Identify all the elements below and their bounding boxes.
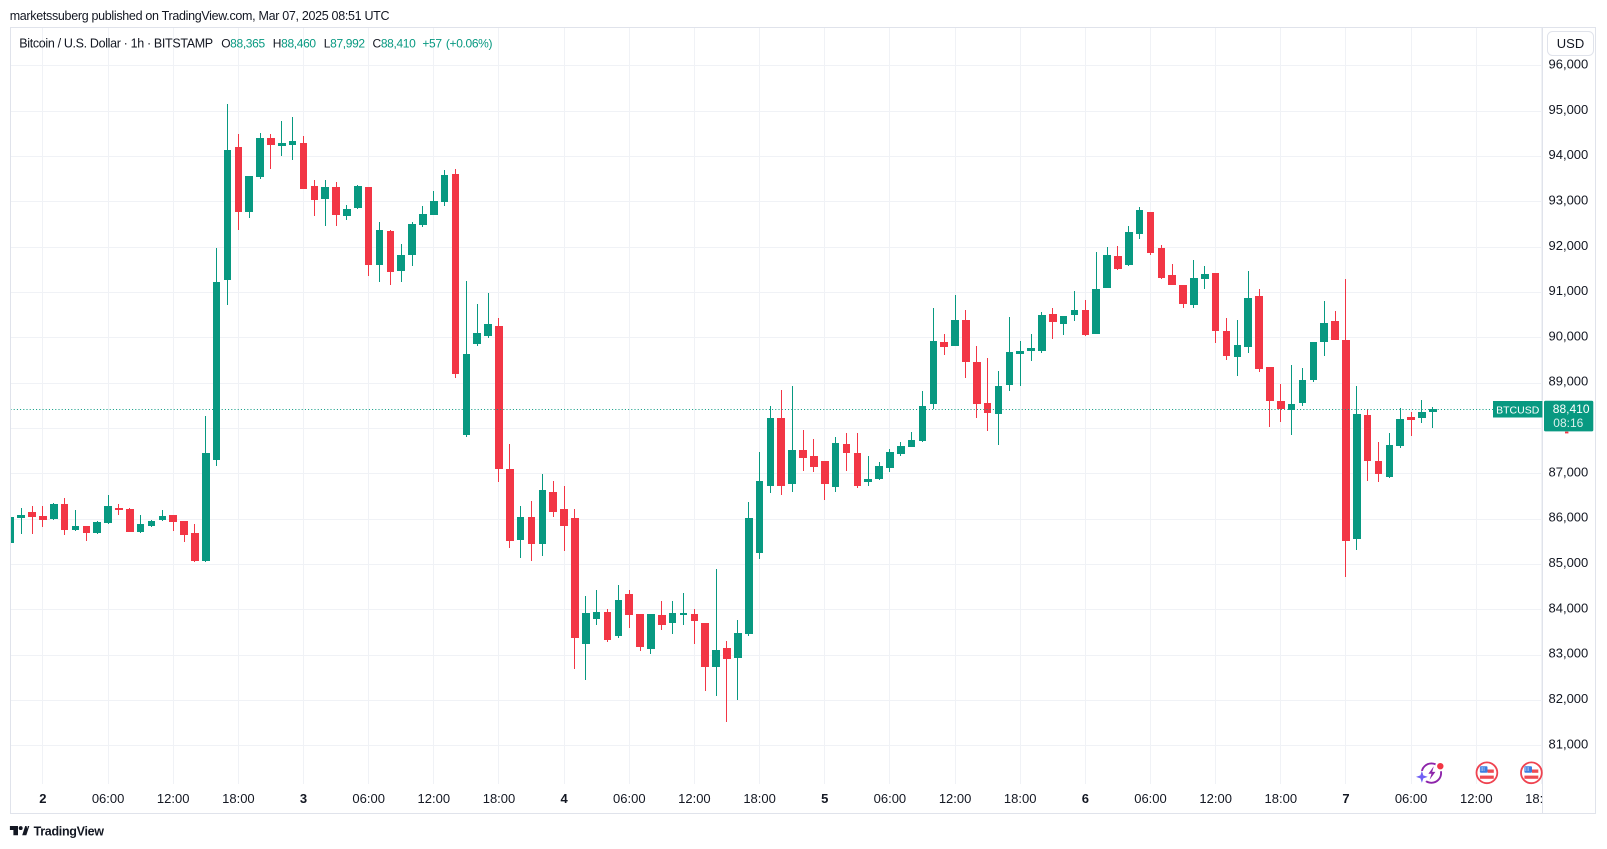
svg-text:18:00: 18:00 xyxy=(483,791,516,806)
svg-text:USD: USD xyxy=(1557,36,1584,51)
svg-text:90,000: 90,000 xyxy=(1549,328,1589,343)
svg-text:BTCUSD: BTCUSD xyxy=(1496,404,1540,416)
svg-text:89,000: 89,000 xyxy=(1549,374,1589,389)
svg-text:91,000: 91,000 xyxy=(1549,283,1589,298)
svg-text:92,000: 92,000 xyxy=(1549,238,1589,253)
svg-text:85,000: 85,000 xyxy=(1549,555,1589,570)
svg-text:06:00: 06:00 xyxy=(613,791,646,806)
svg-text:12:00: 12:00 xyxy=(157,791,190,806)
svg-text:95,000: 95,000 xyxy=(1549,102,1589,117)
svg-text:5: 5 xyxy=(821,791,828,806)
svg-text:83,000: 83,000 xyxy=(1549,646,1589,661)
svg-text:6: 6 xyxy=(1082,791,1089,806)
svg-text:96,000: 96,000 xyxy=(1549,57,1589,72)
svg-text:Bitcoin / U.S. Dollar · 1h · B: Bitcoin / U.S. Dollar · 1h · BITSTAMP xyxy=(19,36,213,50)
svg-text:84,000: 84,000 xyxy=(1549,600,1589,615)
svg-text:7: 7 xyxy=(1342,791,1349,806)
svg-text:86,000: 86,000 xyxy=(1549,510,1589,525)
svg-text:18:00: 18:00 xyxy=(1525,791,1558,806)
svg-text:18:00: 18:00 xyxy=(1004,791,1037,806)
svg-text:06:00: 06:00 xyxy=(874,791,907,806)
svg-text:94,000: 94,000 xyxy=(1549,147,1589,162)
svg-text:06:00: 06:00 xyxy=(352,791,385,806)
svg-text:82,000: 82,000 xyxy=(1549,691,1589,706)
svg-text:12:00: 12:00 xyxy=(678,791,711,806)
svg-text:06:00: 06:00 xyxy=(92,791,125,806)
svg-text:4: 4 xyxy=(560,791,568,806)
svg-text:18:00: 18:00 xyxy=(222,791,255,806)
svg-text:12:00: 12:00 xyxy=(939,791,972,806)
svg-text:18:00: 18:00 xyxy=(1265,791,1298,806)
svg-text:12:00: 12:00 xyxy=(1199,791,1232,806)
svg-text:18:00: 18:00 xyxy=(743,791,776,806)
svg-text:87,000: 87,000 xyxy=(1549,464,1589,479)
svg-text:81,000: 81,000 xyxy=(1549,736,1589,751)
svg-text:88,410: 88,410 xyxy=(1553,402,1590,416)
svg-text:2: 2 xyxy=(39,791,46,806)
svg-text:08:16: 08:16 xyxy=(1553,416,1583,430)
svg-text:3: 3 xyxy=(300,791,307,806)
svg-text:marketssuberg published on Tra: marketssuberg published on TradingView.c… xyxy=(10,9,390,23)
svg-text:TradingView: TradingView xyxy=(34,825,105,839)
svg-text:06:00: 06:00 xyxy=(1395,791,1428,806)
svg-text:06:00: 06:00 xyxy=(1134,791,1167,806)
svg-text:12:00: 12:00 xyxy=(418,791,451,806)
svg-text:93,000: 93,000 xyxy=(1549,193,1589,208)
svg-text:12:00: 12:00 xyxy=(1460,791,1493,806)
